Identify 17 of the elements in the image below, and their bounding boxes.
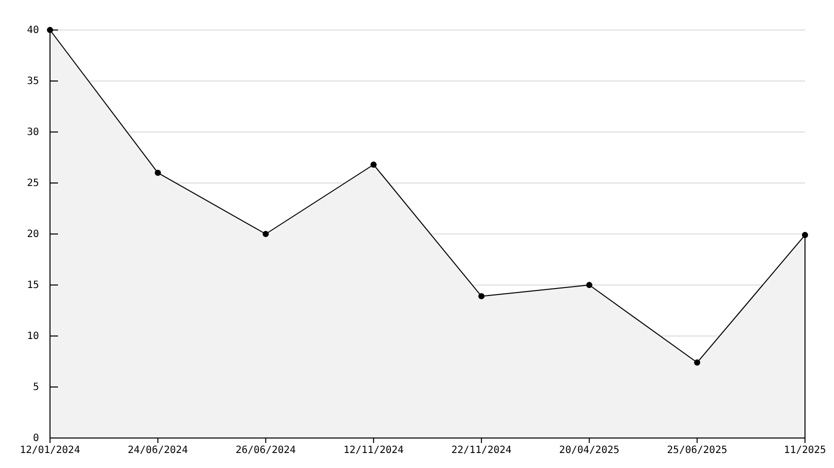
x-tick-label: 26/06/2024 (236, 445, 296, 456)
y-tick-label: 30 (26, 127, 39, 138)
x-tick-label: 24/06/2024 (128, 445, 188, 456)
x-tick-label: 22/11/2024 (451, 445, 512, 456)
x-tick-label: 11/2025 (784, 445, 826, 456)
y-tick-label: 0 (32, 433, 39, 444)
x-tick-label: 20/04/2025 (559, 445, 620, 456)
y-tick-label: 10 (26, 331, 39, 342)
y-tick-label: 15 (26, 280, 39, 292)
x-tick-label: 12/01/2024 (20, 445, 80, 456)
y-tick-label: 35 (26, 76, 39, 88)
y-tick-label: 5 (32, 382, 39, 394)
y-tick-label: 40 (26, 25, 39, 36)
x-tick-label: 12/11/2024 (343, 445, 404, 456)
y-tick-label: 25 (26, 178, 39, 190)
y-tick-label: 20 (26, 229, 39, 240)
x-tick-label: 25/06/2025 (667, 445, 728, 456)
